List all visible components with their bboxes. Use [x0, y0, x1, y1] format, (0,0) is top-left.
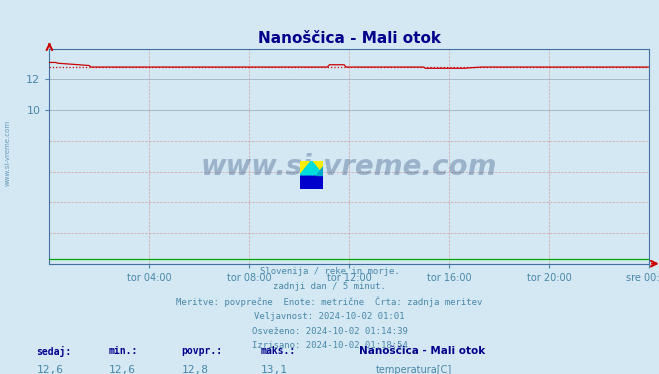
Polygon shape: [316, 166, 323, 175]
Text: temperatura[C]: temperatura[C]: [376, 365, 452, 374]
Polygon shape: [300, 175, 323, 189]
Title: Nanoščica - Mali otok: Nanoščica - Mali otok: [258, 31, 441, 46]
Text: povpr.:: povpr.:: [181, 346, 222, 356]
Text: min.:: min.:: [109, 346, 138, 356]
Text: www.si-vreme.com: www.si-vreme.com: [201, 153, 498, 181]
Text: 12,8: 12,8: [181, 365, 208, 374]
Text: 12,6: 12,6: [109, 365, 136, 374]
Text: Izrisano: 2024-10-02 01:18:54: Izrisano: 2024-10-02 01:18:54: [252, 341, 407, 350]
Polygon shape: [300, 161, 323, 175]
Text: www.si-vreme.com: www.si-vreme.com: [5, 120, 11, 186]
Text: 12,6: 12,6: [36, 365, 63, 374]
Text: zadnji dan / 5 minut.: zadnji dan / 5 minut.: [273, 282, 386, 291]
Text: Nanoščica - Mali otok: Nanoščica - Mali otok: [359, 346, 486, 356]
Text: maks.:: maks.:: [260, 346, 295, 356]
Text: 13,1: 13,1: [260, 365, 287, 374]
Text: sedaj:: sedaj:: [36, 346, 71, 357]
Text: Meritve: povprečne  Enote: metrične  Črta: zadnja meritev: Meritve: povprečne Enote: metrične Črta:…: [177, 297, 482, 307]
Text: Veljavnost: 2024-10-02 01:01: Veljavnost: 2024-10-02 01:01: [254, 312, 405, 321]
Text: Osveženo: 2024-10-02 01:14:39: Osveženo: 2024-10-02 01:14:39: [252, 327, 407, 335]
Polygon shape: [300, 161, 323, 175]
Text: Slovenija / reke in morje.: Slovenija / reke in morje.: [260, 267, 399, 276]
